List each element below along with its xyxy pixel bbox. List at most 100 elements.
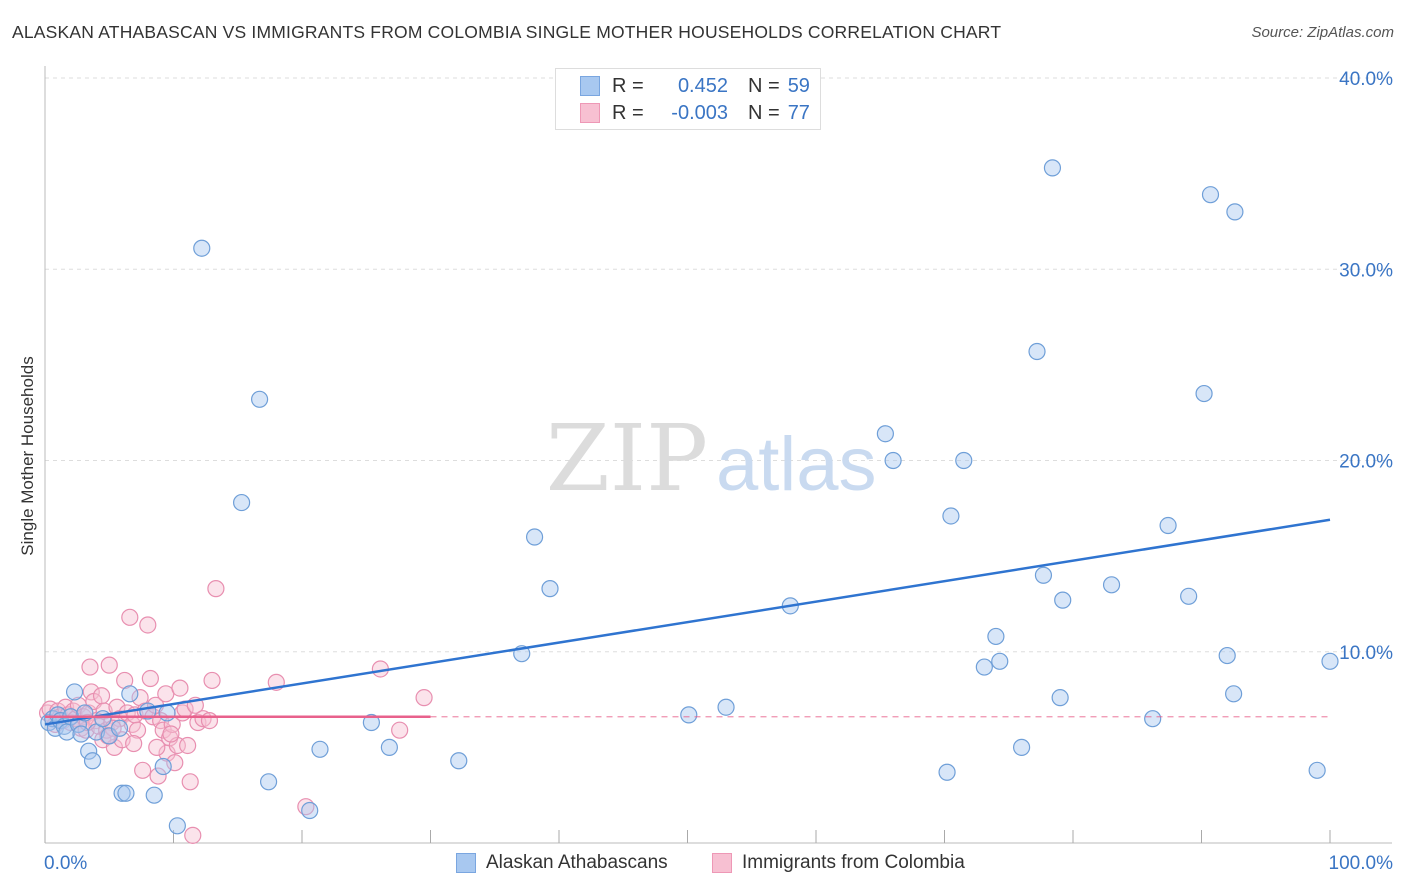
y-tick-label: 10.0%: [1339, 643, 1393, 664]
point-athabascan: [1321, 652, 1339, 670]
point-colombia: [139, 616, 157, 634]
point-athabascan: [1028, 342, 1046, 361]
point-athabascan: [65, 683, 84, 701]
stats-legend: R = 0.452 N = 59 R = -0.003 N = 77: [555, 68, 821, 130]
stats-r-value: -0.003: [671, 101, 728, 124]
point-colombia: [391, 721, 409, 739]
point-athabascan: [168, 817, 186, 835]
point-athabascan: [1218, 646, 1236, 665]
point-athabascan: [380, 738, 398, 756]
point-colombia: [125, 734, 143, 753]
point-athabascan: [1195, 384, 1213, 403]
stats-row-athabascan: R = 0.452 N = 59: [580, 73, 810, 99]
stats-swatch-athabascan: [580, 76, 600, 96]
trend-layer: [44, 518, 1331, 726]
watermark-zip: ZIP: [546, 405, 708, 512]
stats-n-value: 77: [787, 101, 810, 124]
point-athabascan: [541, 580, 559, 598]
point-athabascan: [1225, 685, 1243, 703]
point-athabascan: [311, 740, 329, 758]
point-colombia: [179, 736, 197, 755]
point-athabascan: [259, 773, 278, 791]
point-athabascan: [525, 528, 544, 546]
point-athabascan: [158, 704, 176, 722]
point-athabascan: [717, 698, 735, 716]
point-athabascan: [1226, 203, 1244, 221]
point-athabascan: [1144, 710, 1162, 728]
point-athabascan: [1180, 587, 1198, 605]
legend-item-colombia[interactable]: Immigrants from Colombia: [712, 852, 965, 874]
watermark: ZIP atlas: [546, 405, 877, 512]
stats-r-label: R =: [612, 74, 644, 97]
point-athabascan: [233, 493, 251, 512]
grid-layer: [45, 77, 1392, 653]
point-athabascan: [301, 801, 319, 820]
point-colombia: [203, 671, 221, 690]
point-athabascan: [876, 425, 894, 443]
point-colombia: [148, 738, 166, 756]
point-athabascan: [72, 725, 90, 743]
stats-r-value: 0.452: [677, 74, 728, 97]
point-colombia: [415, 689, 433, 707]
point-athabascan: [80, 742, 98, 760]
point-colombia: [100, 656, 118, 674]
point-athabascan: [362, 713, 380, 732]
point-colombia: [92, 687, 111, 705]
y-tick-label: 40.0%: [1339, 69, 1393, 90]
stats-swatch-colombia: [580, 103, 600, 123]
stats-row-colombia: R = -0.003 N = 77: [580, 100, 810, 126]
legend-item-athabascan[interactable]: Alaskan Athabascans: [456, 852, 668, 874]
point-athabascan: [1043, 159, 1062, 177]
point-athabascan: [1054, 591, 1072, 609]
point-athabascan: [1051, 689, 1069, 707]
point-athabascan: [938, 763, 956, 781]
point-athabascan: [1159, 516, 1177, 535]
point-athabascan: [884, 451, 902, 470]
point-colombia: [171, 679, 189, 697]
point-athabascan: [154, 757, 172, 776]
point-athabascan: [117, 784, 135, 802]
point-athabascan: [680, 706, 698, 724]
point-colombia: [82, 683, 100, 701]
point-athabascan: [975, 658, 993, 676]
x-tick-label: 0.0%: [44, 853, 87, 874]
point-athabascan: [110, 719, 129, 737]
legend-label-athabascan: Alaskan Athabascans: [486, 852, 668, 873]
point-athabascan: [1201, 186, 1220, 204]
point-colombia: [81, 658, 99, 676]
stats-n-value: 59: [787, 74, 810, 97]
point-athabascan: [942, 507, 960, 525]
point-colombia: [207, 580, 225, 598]
point-colombia: [134, 761, 152, 779]
chart-title: ALASKAN ATHABASCAN VS IMMIGRANTS FROM CO…: [12, 22, 1002, 42]
point-athabascan: [83, 752, 102, 770]
point-athabascan: [1012, 738, 1031, 756]
y-tick-label: 20.0%: [1339, 452, 1393, 473]
point-athabascan: [145, 786, 163, 804]
legend-label-colombia: Immigrants from Colombia: [742, 852, 965, 873]
tick-labels: 10.0% 20.0% 30.0% 40.0% 0.0% 100.0%: [44, 69, 1393, 874]
point-athabascan: [955, 451, 973, 470]
x-tick-label: 100.0%: [1329, 853, 1394, 874]
point-colombia: [128, 721, 147, 739]
point-athabascan: [193, 239, 211, 257]
point-athabascan: [991, 652, 1009, 670]
point-colombia: [200, 711, 219, 730]
point-colombia: [149, 767, 167, 785]
point-athabascan: [1102, 576, 1121, 594]
source-label: Source: ZipAtlas.com: [1251, 24, 1394, 41]
point-colombia: [162, 725, 180, 743]
point-athabascan: [450, 752, 468, 770]
legend-swatch-colombia: [712, 853, 732, 873]
legend-swatch-athabascan: [456, 853, 476, 873]
y-tick-label: 30.0%: [1339, 260, 1393, 281]
point-colombia: [184, 826, 202, 844]
point-athabascan: [1308, 761, 1326, 779]
point-colombia: [181, 773, 199, 791]
stats-r-label: R =: [612, 101, 644, 124]
stats-n-label: N =: [748, 74, 780, 97]
point-athabascan: [1034, 566, 1053, 584]
point-colombia: [121, 608, 139, 626]
point-colombia: [141, 669, 159, 688]
